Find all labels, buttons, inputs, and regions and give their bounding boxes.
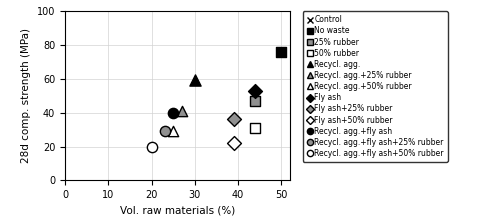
Point — [278, 50, 285, 53]
Point — [252, 99, 260, 103]
Point — [252, 126, 260, 130]
Point — [230, 141, 238, 145]
Y-axis label: 28d comp. strength (MPa): 28d comp. strength (MPa) — [22, 28, 32, 163]
Point — [178, 109, 186, 113]
Point — [160, 130, 168, 133]
Legend: Control, No waste, 25% rubber, 50% rubber, Recycl. agg., Recycl. agg.+25% rubber: Control, No waste, 25% rubber, 50% rubbe… — [303, 11, 448, 162]
X-axis label: Vol. raw materials (%): Vol. raw materials (%) — [120, 206, 235, 216]
Point — [191, 79, 199, 82]
Point — [148, 145, 156, 148]
Point — [252, 89, 260, 92]
Point — [278, 106, 285, 109]
Point — [169, 111, 177, 114]
Point — [230, 118, 238, 121]
Point — [169, 130, 177, 133]
